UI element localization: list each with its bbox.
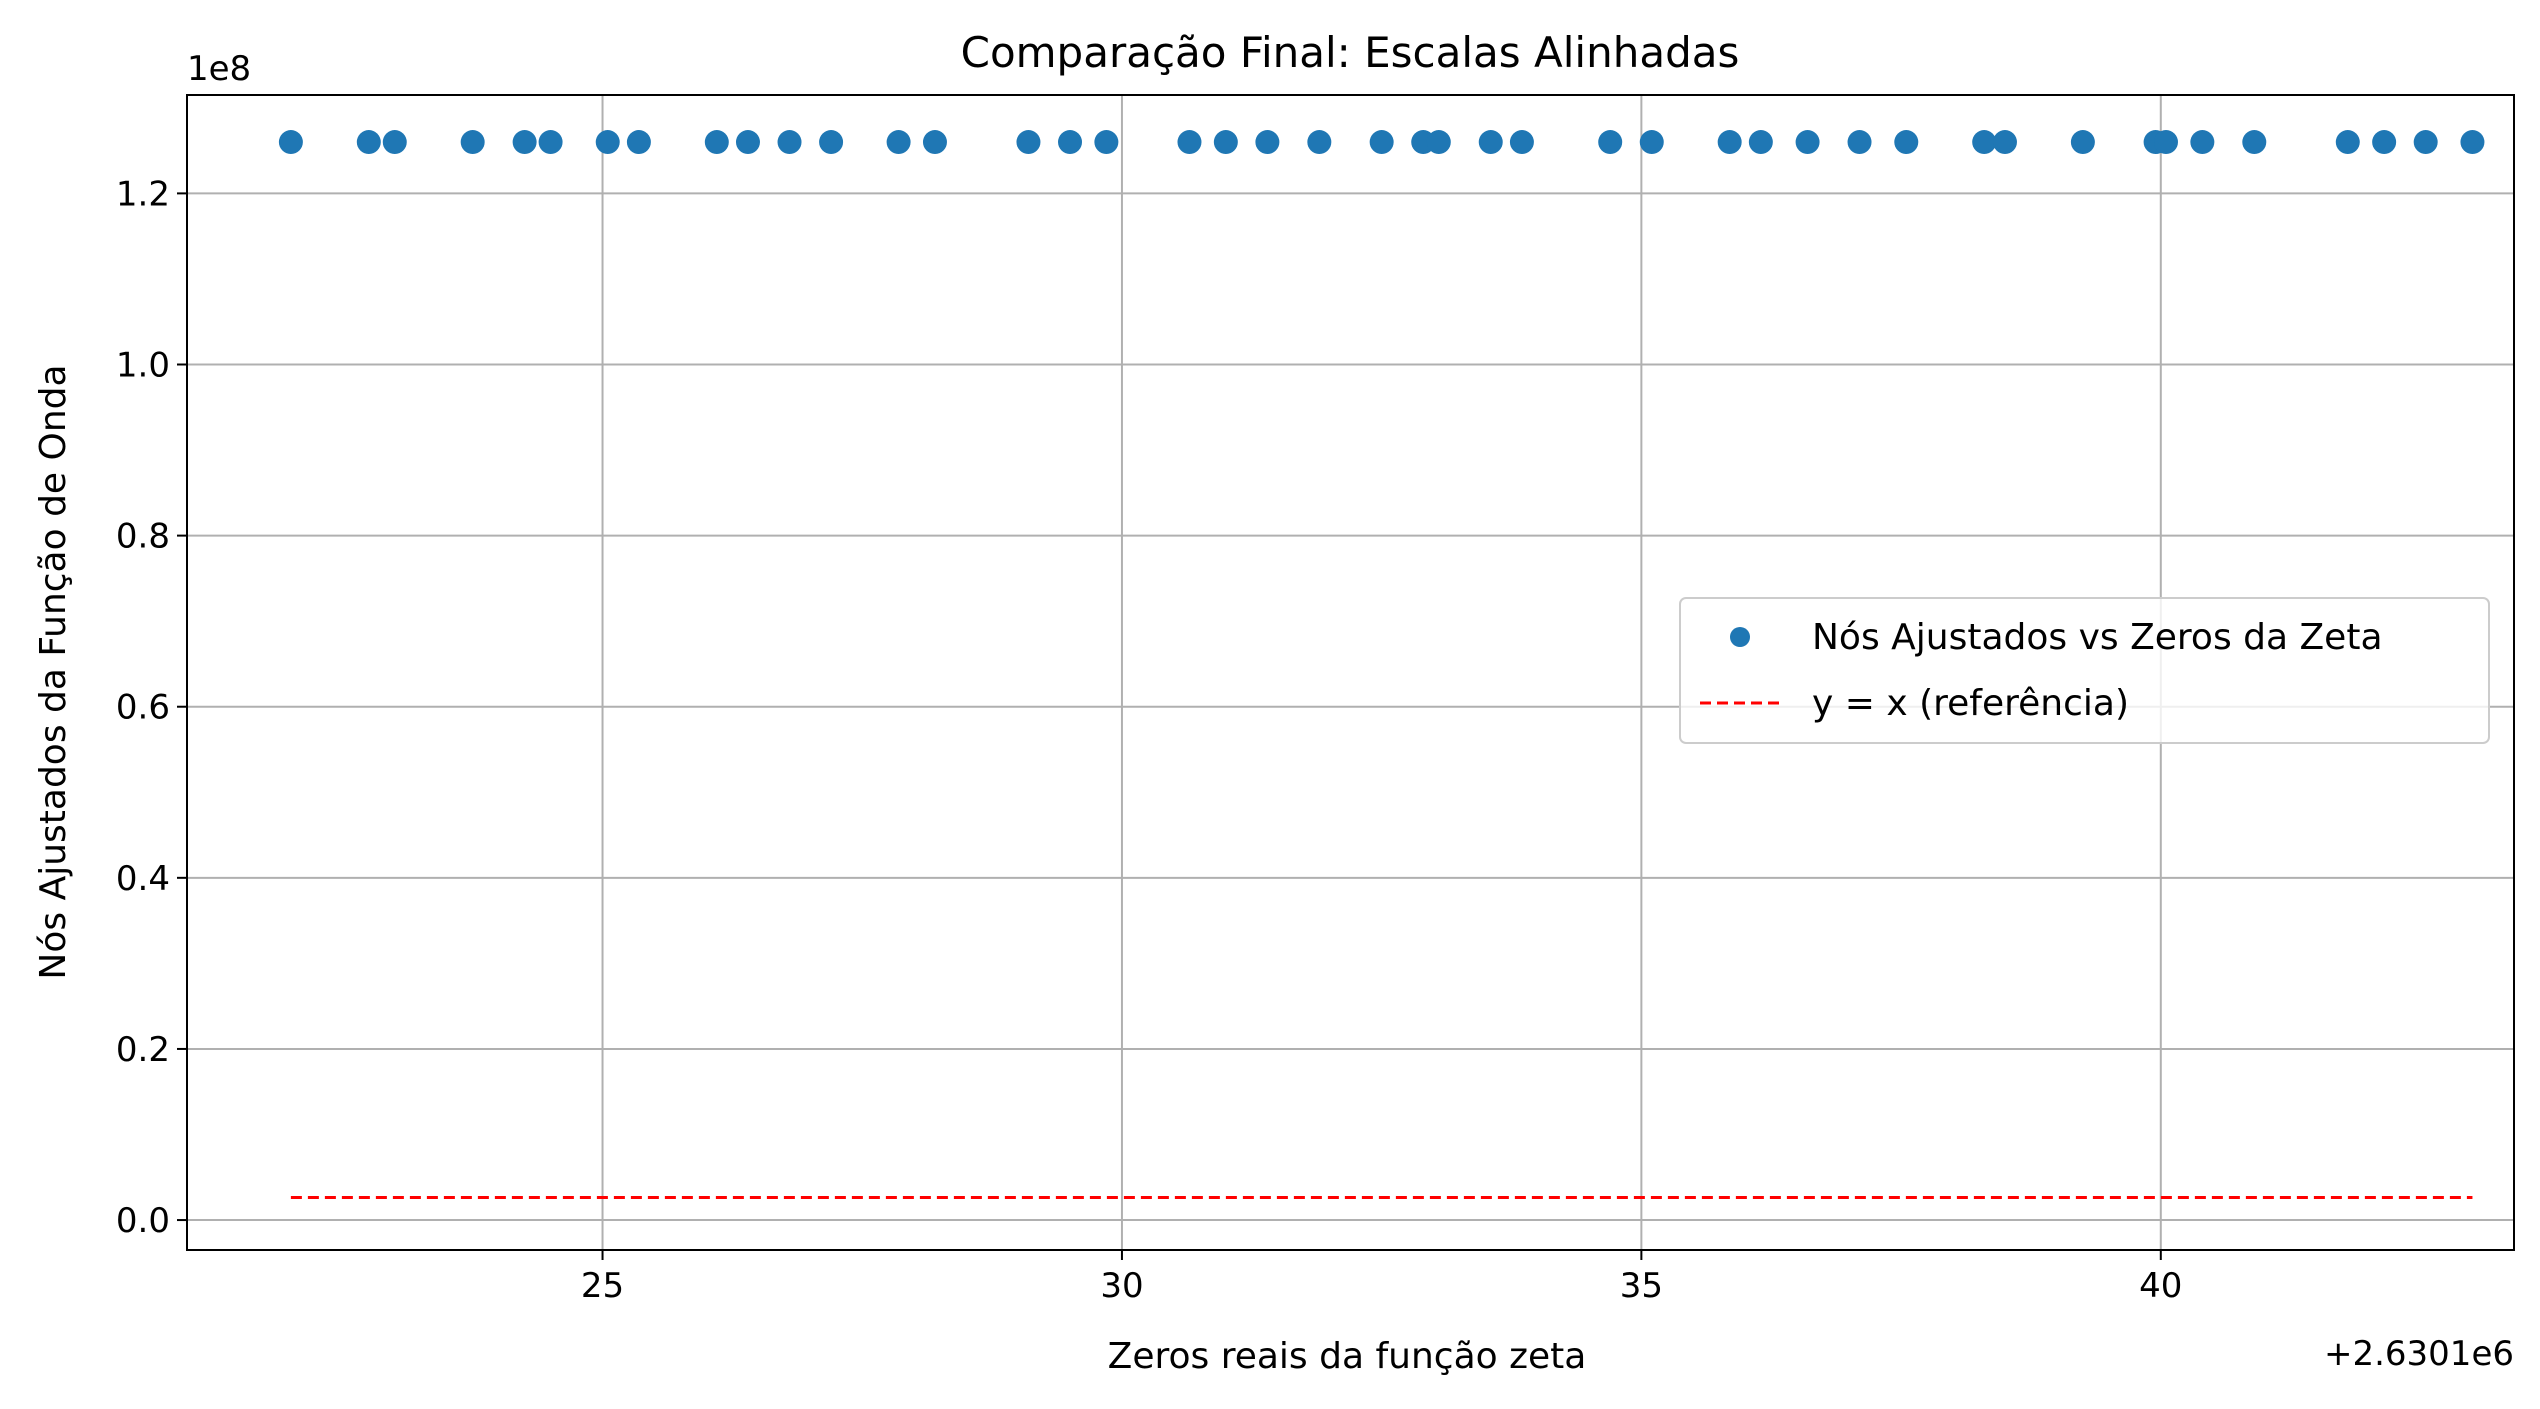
data-point: [1717, 130, 1742, 155]
y-tick-label: 0.8: [116, 517, 170, 557]
x-tick-label: 30: [1100, 1266, 1143, 1306]
data-point: [1426, 130, 1451, 155]
data-point: [1972, 130, 1997, 155]
data-point: [1795, 130, 1820, 155]
plot-series: [278, 130, 2485, 1200]
x-tick-label: 40: [2139, 1266, 2182, 1306]
data-point: [1894, 130, 1919, 155]
data-point: [1307, 130, 1332, 155]
data-point: [1058, 130, 1083, 155]
data-point: [886, 130, 911, 155]
data-point: [1213, 130, 1238, 155]
grid: [187, 95, 2514, 1250]
data-point: [1177, 130, 1202, 155]
data-point: [2153, 130, 2178, 155]
data-point: [278, 130, 303, 155]
y-tick-label: 0.2: [116, 1030, 170, 1070]
data-point: [595, 130, 620, 155]
data-point: [1509, 130, 1534, 155]
y-tick-label: 0.0: [116, 1201, 170, 1241]
data-point: [922, 130, 947, 155]
data-point: [735, 130, 760, 155]
y-tick-label: 0.6: [116, 688, 170, 728]
legend: Nós Ajustados vs Zeros da Zeta y = x (re…: [1679, 597, 2490, 744]
data-point: [2190, 130, 2215, 155]
data-point: [2460, 130, 2485, 155]
x-offset-label: +2.6301e6: [2324, 1334, 2514, 1374]
chart-title: Comparação Final: Escalas Alinhadas: [961, 28, 1740, 77]
legend-marker-points: [1730, 627, 1750, 647]
data-point: [819, 130, 844, 155]
x-tick-label: 35: [1620, 1266, 1663, 1306]
legend-box: [1679, 597, 2490, 744]
data-point: [460, 130, 485, 155]
y-tick-label: 1.0: [116, 346, 170, 386]
data-point: [382, 130, 407, 155]
legend-label-reference: y = x (referência): [1812, 683, 2129, 724]
x-axis-label: Zeros reais da função zeta: [1108, 1336, 1587, 1377]
data-point: [2335, 130, 2360, 155]
x-tick-label: 25: [581, 1266, 624, 1306]
data-point: [1639, 130, 1664, 155]
data-point: [2070, 130, 2095, 155]
data-point: [1748, 130, 1773, 155]
y-tick-label: 1.2: [116, 174, 170, 214]
data-point: [704, 130, 729, 155]
data-point: [2413, 130, 2438, 155]
y-tick-label: 0.4: [116, 859, 170, 899]
data-point: [2372, 130, 2397, 155]
data-point: [1094, 130, 1119, 155]
data-point: [2242, 130, 2267, 155]
data-point: [1478, 130, 1503, 155]
data-point: [626, 130, 651, 155]
axis-ticks: 25 30 35 40 0.0 0.2 0.4 0.6 0.8 1.0 1.2: [116, 174, 2183, 1306]
data-point: [1369, 130, 1394, 155]
data-point: [1598, 130, 1623, 155]
data-point: [777, 130, 802, 155]
legend-label-points: Nós Ajustados vs Zeros da Zeta: [1812, 617, 2383, 658]
y-multiplier-label: 1e8: [187, 49, 251, 89]
data-point: [1847, 130, 1872, 155]
plot-frame: [186, 94, 2515, 1251]
data-point: [538, 130, 563, 155]
data-point: [1992, 130, 2017, 155]
data-point: [356, 130, 381, 155]
data-point: [1255, 130, 1280, 155]
data-point: [512, 130, 537, 155]
data-point: [1016, 130, 1041, 155]
y-axis-label: Nós Ajustados da Função de Onda: [33, 364, 74, 979]
